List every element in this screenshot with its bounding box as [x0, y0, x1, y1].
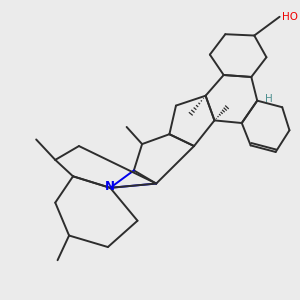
Text: HO: HO [282, 12, 298, 22]
Text: H: H [265, 94, 273, 104]
Text: N: N [105, 180, 115, 193]
